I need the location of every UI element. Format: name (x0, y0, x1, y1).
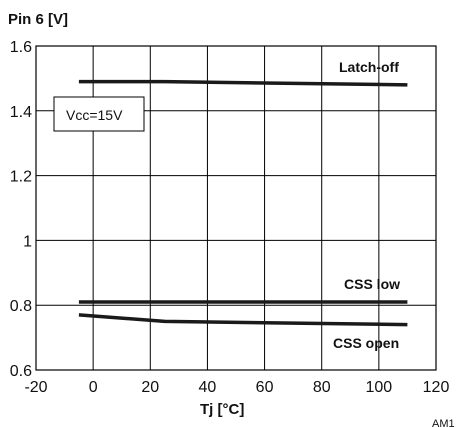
series-label-latch-off: Latch-off (339, 59, 399, 75)
series-label-css-open: CSS open (333, 335, 399, 351)
x-tick-label: 80 (313, 379, 331, 396)
series-label-css-low: CSS low (344, 276, 400, 292)
series-labels: Latch-off CSS low CSS open (333, 59, 400, 351)
x-tick-label: 100 (366, 379, 393, 396)
annotation-text: Vcc=15V (66, 107, 123, 123)
annotation-box: Vcc=15V (53, 96, 145, 132)
plot-frame (35, 45, 437, 371)
x-tick-label: 40 (199, 379, 217, 396)
y-tick-label: 0.8 (10, 298, 32, 315)
series-line-css-open (78, 313, 408, 327)
x-tick-label: 120 (423, 379, 450, 396)
x-tick-label: 0 (89, 379, 98, 396)
y-tick-label: 0.6 (10, 363, 32, 380)
x-axis-label: Tj [°C] (200, 401, 244, 418)
y-tick-label: 1 (23, 233, 32, 250)
x-tick-label: 20 (141, 379, 159, 396)
corner-text: AM1 (432, 418, 455, 427)
chart-title: Pin 6 [V] (8, 11, 68, 28)
series-lines (78, 79, 408, 327)
x-tick-label: 60 (256, 379, 274, 396)
annotation-frame (53, 96, 145, 132)
series-line-latch-off (78, 79, 408, 87)
y-tick-label: 1.4 (10, 104, 32, 121)
x-tick-label: -20 (24, 379, 47, 396)
y-tick-labels: 0.6 0.8 1 1.2 1.4 1.6 (10, 39, 32, 380)
x-tick-labels: -20 0 20 40 60 80 100 120 (24, 379, 449, 396)
y-tick-label: 1.2 (10, 169, 32, 186)
y-tick-label: 1.6 (10, 39, 32, 56)
